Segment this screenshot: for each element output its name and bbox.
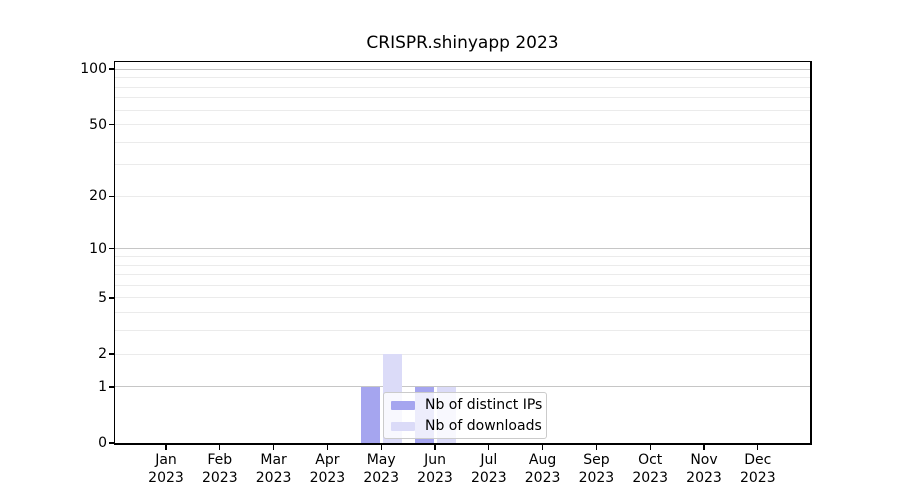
x-axis-tick-label: Jan 2023	[148, 452, 184, 486]
gridline-minor	[115, 330, 810, 332]
gridline-minor	[115, 255, 810, 257]
x-axis-tick-label: Oct 2023	[632, 452, 668, 486]
gridline-minor	[115, 274, 810, 276]
x-axis-tick-mark	[326, 444, 329, 450]
x-axis-tick-label: Sep 2023	[578, 452, 615, 486]
legend-swatch	[391, 400, 415, 410]
gridline-minor	[115, 124, 810, 126]
x-axis-tick-label: Nov 2023	[686, 452, 722, 486]
gridline-minor	[115, 353, 810, 355]
y-axis-tick-label: 50	[89, 116, 107, 133]
spine-top	[115, 60, 812, 62]
x-axis-tick-mark	[434, 444, 436, 450]
chart-title: CRISPR.shinyapp 2023	[366, 33, 559, 53]
x-axis-tick-label: Aug 2023	[524, 452, 561, 486]
x-axis-tick-mark	[595, 444, 598, 450]
y-axis-tick-label: 5	[98, 289, 107, 306]
y-axis-tick-label: 100	[80, 61, 107, 78]
gridline-minor	[115, 77, 810, 79]
x-axis-tick-mark	[380, 444, 382, 450]
x-axis-tick-mark	[541, 444, 544, 450]
x-axis-tick-mark	[488, 444, 490, 450]
y-axis-tick-mark	[108, 195, 114, 198]
x-axis-tick-mark	[703, 444, 705, 450]
plot-area	[115, 62, 810, 443]
gridline-minor	[115, 86, 810, 88]
y-axis-tick-label: 0	[98, 435, 107, 451]
spine-right	[810, 60, 812, 445]
gridline-minor	[115, 164, 810, 166]
y-axis-tick-mark	[108, 442, 114, 444]
y-axis-tick-label: 20	[89, 188, 107, 205]
legend-swatch	[391, 421, 415, 431]
gridline-minor	[115, 195, 810, 197]
y-axis-tick-mark	[108, 297, 114, 299]
x-axis-tick-mark	[219, 444, 221, 450]
gridline-minor	[115, 284, 810, 286]
y-axis-tick-label: 2	[98, 346, 107, 362]
gridline-minor	[115, 109, 810, 111]
y-axis-tick-mark	[108, 248, 114, 250]
gridline-minor	[115, 141, 810, 143]
x-axis-tick-label: Mar 2023	[255, 452, 292, 486]
legend: Nb of distinct IPs Nb of downloads	[383, 392, 547, 439]
x-axis-tick-mark	[272, 444, 275, 450]
legend-label: Nb of distinct IPs	[425, 397, 543, 413]
y-axis-tick-mark	[108, 353, 114, 355]
legend-item-downloads: Nb of downloads	[391, 417, 546, 436]
x-axis-tick-label: Dec 2023	[739, 452, 776, 486]
x-axis-tick-mark	[649, 444, 651, 450]
gridline-major	[115, 68, 810, 70]
gridline-minor	[115, 264, 810, 266]
gridline-minor	[115, 97, 810, 99]
bar-distinct-ips-may	[360, 386, 380, 443]
gridline-major	[115, 386, 810, 388]
spine-left	[113, 60, 115, 445]
spine-bottom	[115, 443, 812, 445]
x-axis-tick-label: Jun 2023	[417, 452, 453, 486]
legend-item-distinct-ips: Nb of distinct IPs	[391, 396, 546, 415]
gridline-minor	[115, 297, 810, 299]
x-axis-tick-label: Apr 2023	[309, 452, 346, 486]
gridline-major	[115, 248, 810, 250]
x-axis-tick-mark	[165, 444, 167, 450]
x-axis-tick-label: May 2023	[363, 452, 399, 486]
y-axis-tick-label: 1	[98, 378, 107, 395]
x-axis-tick-label: Jul 2023	[470, 452, 507, 486]
gridline-minor	[115, 312, 810, 314]
x-axis-tick-label: Feb 2023	[201, 452, 238, 486]
y-axis-tick-label: 10	[89, 240, 107, 257]
legend-label: Nb of downloads	[425, 418, 542, 434]
y-axis-tick-mark	[108, 386, 114, 388]
x-axis-tick-mark	[757, 444, 759, 450]
y-axis-tick-mark	[108, 68, 114, 70]
y-axis-tick-mark	[108, 123, 114, 126]
